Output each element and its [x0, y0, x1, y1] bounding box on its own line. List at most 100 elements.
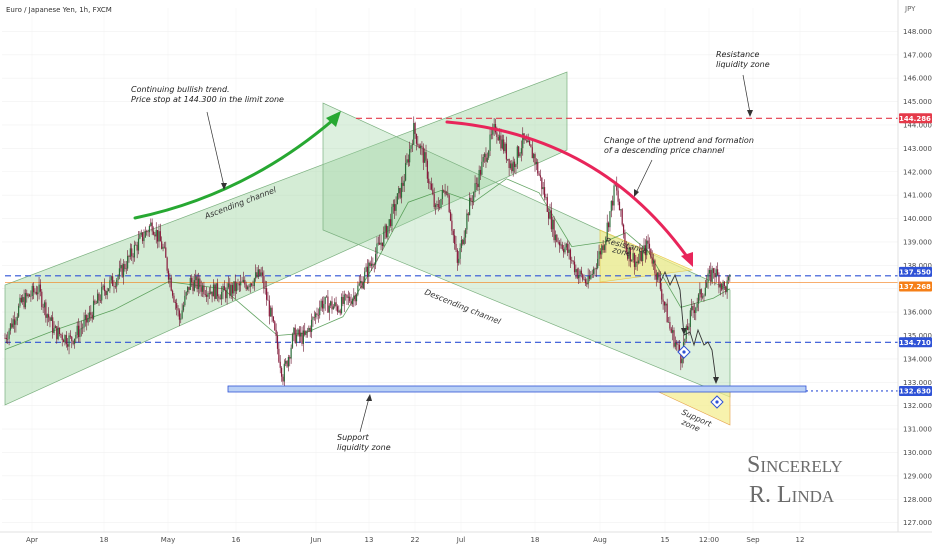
candle-body	[52, 317, 54, 333]
candle-body	[537, 161, 539, 174]
candle-body	[117, 276, 119, 280]
candle-body	[452, 230, 454, 236]
candle-body	[270, 307, 272, 317]
candle-body	[421, 145, 423, 148]
candle-body	[565, 243, 567, 248]
candle-body	[268, 300, 270, 317]
candle-body	[471, 200, 473, 202]
candle-body	[539, 175, 542, 178]
annotation-resistance-line1: Resistance	[716, 50, 760, 59]
candle-body	[214, 284, 216, 299]
moving-average-line	[4, 178, 731, 350]
candle-body	[662, 299, 664, 302]
candle-body	[640, 251, 642, 261]
candle-body	[98, 293, 100, 301]
candle-body	[90, 312, 92, 315]
candle-body	[114, 286, 116, 287]
y-tick-label: 143.000	[903, 145, 932, 153]
candle-body	[591, 273, 593, 276]
candle-body	[404, 163, 407, 181]
annotation-resistance-line2: liquidity zone	[716, 60, 770, 69]
candle-body	[57, 327, 59, 340]
candle-body	[39, 284, 42, 292]
candle-body	[637, 260, 640, 264]
candle-body	[122, 263, 125, 277]
candle-body	[180, 318, 182, 320]
candle-body	[28, 294, 31, 297]
candle-body	[504, 143, 506, 152]
candle-body	[362, 281, 364, 289]
candle-body	[77, 325, 80, 338]
candle-body	[128, 255, 130, 257]
candle-body	[227, 283, 230, 288]
candle-body	[594, 268, 596, 270]
candle-body	[425, 152, 427, 161]
candle-body	[543, 187, 546, 198]
candle-body	[460, 239, 463, 248]
candle-body	[587, 275, 589, 285]
candle-body	[294, 327, 296, 343]
candle-body	[655, 273, 657, 280]
candle-body	[644, 245, 646, 256]
candle-body	[9, 323, 12, 331]
candle-body	[139, 234, 141, 239]
y-tick-label: 132.000	[903, 402, 932, 410]
x-tick-label: 22	[411, 536, 420, 544]
candle-body	[350, 301, 352, 305]
candle-body	[586, 283, 588, 285]
y-tick-label: 144.000	[903, 121, 932, 129]
x-tick-label: 12:00	[699, 536, 719, 544]
candle-body	[200, 287, 202, 292]
candle-body	[727, 276, 730, 281]
price-badge	[899, 385, 932, 396]
x-tick-label: Sep	[746, 536, 760, 544]
candle-body	[667, 322, 670, 323]
candle-body	[99, 300, 101, 302]
candle-body	[636, 261, 638, 264]
candle-body	[151, 222, 153, 232]
candle-body	[361, 280, 363, 289]
candle-body	[568, 249, 570, 253]
candle-body	[665, 303, 667, 306]
candle-body	[181, 310, 183, 319]
candle-body	[552, 219, 554, 230]
candle-body	[76, 325, 78, 335]
candle-body	[167, 270, 170, 280]
candle-body	[392, 204, 394, 207]
candle-body	[309, 327, 311, 333]
candle-body	[515, 164, 517, 167]
price-badge-label: 137.550	[899, 268, 931, 276]
candle-body	[606, 222, 608, 238]
candle-body	[628, 247, 630, 259]
candle-body	[31, 285, 33, 296]
x-tick-label: Jun	[310, 536, 322, 544]
candle-body	[358, 283, 360, 286]
candle-body	[723, 281, 725, 287]
candle-body	[706, 282, 708, 288]
candle-body	[182, 305, 185, 311]
candle-body	[582, 274, 584, 280]
candle-body	[103, 285, 106, 292]
candle-body	[430, 183, 433, 190]
candle-body	[428, 178, 430, 184]
candle-body	[550, 210, 552, 230]
candle-body	[15, 320, 17, 325]
candle-body	[661, 289, 663, 300]
candle-body	[368, 262, 370, 277]
candle-body	[548, 211, 550, 219]
candle-body	[718, 274, 720, 288]
candle-body	[530, 144, 532, 148]
candle-body	[73, 338, 76, 344]
candle-body	[695, 307, 697, 314]
annotation-change-line2: of a descending price channel	[604, 146, 725, 155]
pointer-bullish-arrow-head	[221, 183, 227, 190]
candle-body	[286, 361, 288, 367]
candle-body	[436, 203, 438, 205]
x-tick-label: Apr	[26, 536, 38, 544]
candle-body	[710, 269, 712, 282]
candle-body	[553, 219, 555, 241]
candle-body	[402, 182, 404, 186]
candle-body	[429, 183, 431, 184]
candle-body	[633, 253, 636, 267]
candle-body	[533, 154, 535, 159]
